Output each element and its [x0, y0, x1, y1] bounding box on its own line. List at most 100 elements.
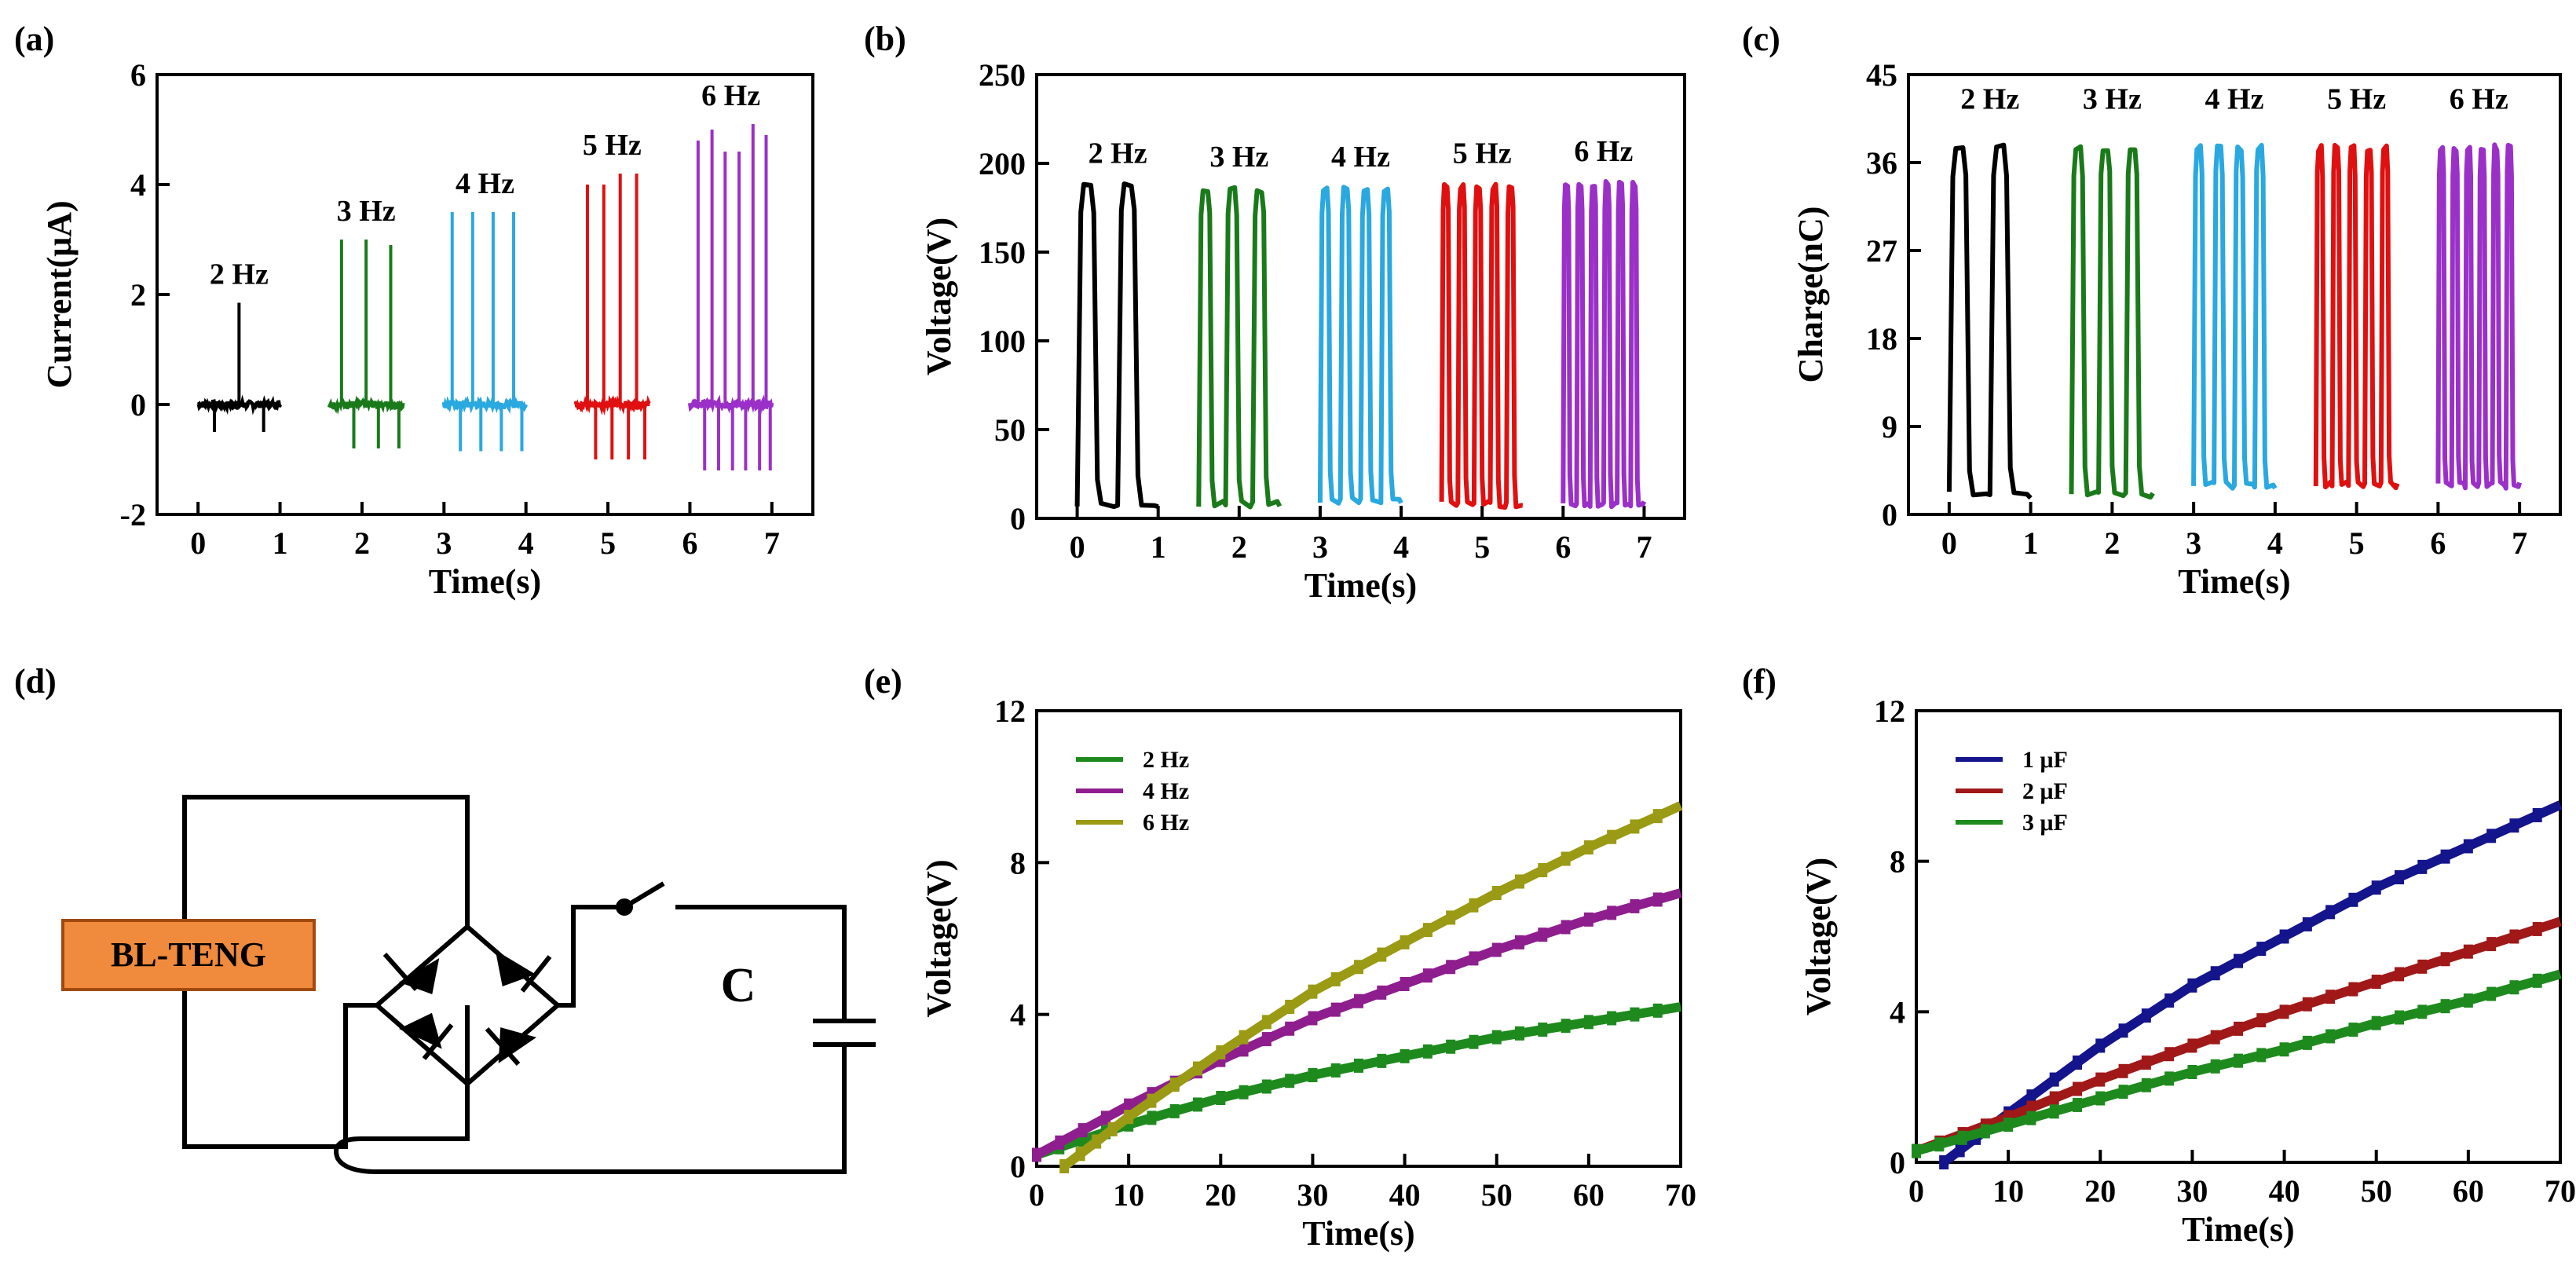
step-marker: [2348, 982, 2358, 997]
step-marker: [2417, 1004, 2428, 1019]
step-marker: [2095, 1091, 2106, 1106]
legend-label: 3 μF: [2022, 810, 2068, 836]
step-marker: [2532, 973, 2542, 988]
step-marker: [1059, 1159, 1070, 1173]
series-3hz: 3 Hz: [1196, 141, 1283, 510]
group-label: 3 Hz: [2083, 82, 2142, 115]
step-marker: [2417, 859, 2428, 874]
step-marker: [1491, 942, 1502, 957]
step-marker: [1169, 1103, 1180, 1118]
step-marker: [2348, 1023, 2358, 1037]
x-tick-label: 0: [1941, 525, 1957, 561]
legend-label: 4 Hz: [1143, 778, 1189, 804]
chart-b: 0 1 2 3 4 5 6 7 0 50 100 150 200 250 Time(s) Voltage(V)…: [920, 57, 1686, 605]
step-marker: [2049, 1091, 2059, 1106]
y-tick-label: 12: [1874, 693, 1905, 729]
step-marker: [2395, 870, 2404, 885]
y-tick-label: 27: [1866, 233, 1897, 269]
step-marker: [1193, 1097, 1202, 1112]
y-tick-label: 18: [1866, 321, 1897, 357]
step-marker: [1515, 935, 1524, 950]
step-marker: [2073, 1081, 2082, 1096]
step-marker: [2164, 1071, 2175, 1086]
step-marker: [2187, 978, 2197, 993]
y-axis-label: Charge(nC): [1791, 207, 1830, 383]
y-axis-label: Current(μA): [40, 200, 79, 388]
step-marker: [1630, 819, 1640, 834]
series-3hz: 3 Hz: [2069, 82, 2155, 500]
step-marker: [1308, 984, 1318, 999]
group-label: 5 Hz: [1453, 137, 1512, 170]
step-marker: [1354, 960, 1363, 975]
plot-frame: [1915, 709, 2562, 1164]
x-tick-label: 30: [2176, 1173, 2208, 1209]
chart-e: 0 10 20 30 40 50 60 70 0 4 8 12 Time(s) Voltage(V) 2 H…: [920, 693, 1696, 1253]
step-marker: [2348, 892, 2358, 907]
x-axis-label: Time(s): [1302, 1214, 1414, 1253]
group-label: 3 Hz: [1209, 141, 1268, 174]
step-marker: [1330, 971, 1341, 986]
y-tick-label: 0: [1890, 1145, 1905, 1180]
step-marker: [1422, 923, 1433, 938]
y-tick-label: 4: [1010, 997, 1026, 1033]
x-tick-label: 6: [2430, 525, 2446, 561]
step-marker: [2026, 1089, 2036, 1104]
series-3hz: 3 Hz: [327, 195, 405, 448]
step-marker: [1955, 1143, 1965, 1158]
capacitor-label: C: [721, 959, 756, 1012]
teng-device-label: BL-TENG: [111, 935, 266, 974]
x-tick-label: 2: [2104, 525, 2120, 561]
group-label: 3 Hz: [337, 195, 396, 228]
y-tick-label: 0: [1882, 497, 1897, 532]
step-marker: [1100, 1110, 1111, 1125]
step-marker: [2073, 1097, 2082, 1112]
step-marker: [1124, 1110, 1134, 1125]
x-axis-label: Time(s): [2178, 562, 2290, 601]
step-marker: [2532, 921, 2542, 936]
y-tick-label: -2: [120, 497, 146, 532]
group-label: 2 Hz: [1960, 82, 2019, 115]
step-marker: [1239, 1030, 1249, 1045]
x-tick-label: 60: [2453, 1173, 2484, 1209]
step-marker: [2325, 990, 2336, 1004]
step-marker: [1583, 840, 1594, 854]
y-tick-label: 0: [1010, 501, 1026, 536]
x-tick-label: 1: [1151, 529, 1166, 565]
step-marker: [2118, 1023, 2128, 1038]
step-marker: [2463, 944, 2473, 959]
step-marker: [2509, 980, 2519, 995]
plot-frame: [1035, 709, 1682, 1168]
group-label: 4 Hz: [1331, 141, 1390, 174]
step-marker: [2302, 1035, 2312, 1050]
x-tick-label: 50: [2361, 1173, 2392, 1209]
y-tick-label: 8: [1010, 845, 1026, 880]
y-tick-label: 250: [979, 57, 1026, 93]
step-marker: [1934, 1137, 1945, 1152]
step-marker: [2141, 1008, 2151, 1023]
square-wave-trace: [1196, 185, 1283, 510]
x-tick-label: 2: [354, 525, 370, 561]
x-tick-label: 3: [1312, 529, 1328, 565]
step-marker: [2118, 1085, 2128, 1100]
y-tick-label: 36: [1866, 145, 1897, 181]
square-wave-trace: [1946, 142, 2033, 500]
step-marker: [2302, 997, 2312, 1012]
y-axis-label: Voltage(V): [920, 859, 958, 1017]
series-4hz: 4 Hz: [441, 167, 528, 452]
step-marker: [1491, 886, 1502, 900]
teng-device-box: [61, 919, 316, 991]
step-marker: [1652, 892, 1663, 907]
series-6hz: 6 Hz: [1561, 135, 1647, 510]
step-marker: [1216, 1091, 1226, 1105]
square-wave-trace: [1561, 179, 1647, 510]
x-tick-label: 7: [2512, 525, 2527, 561]
chart-a: 0 1 2 3 4 5 6 7 -2 0 2 4 6 Time(s) Current(μA) 2 Hz 3 Hz…: [40, 57, 814, 601]
step-marker: [2417, 959, 2428, 974]
series-4hz: 4 Hz: [1317, 141, 1403, 506]
square-wave-trace: [2191, 142, 2278, 491]
step-marker: [1607, 906, 1617, 920]
step-marker: [1422, 968, 1433, 983]
step-marker: [1193, 1061, 1202, 1076]
step-marker: [1075, 1147, 1085, 1162]
group-label: 2 Hz: [210, 258, 269, 291]
